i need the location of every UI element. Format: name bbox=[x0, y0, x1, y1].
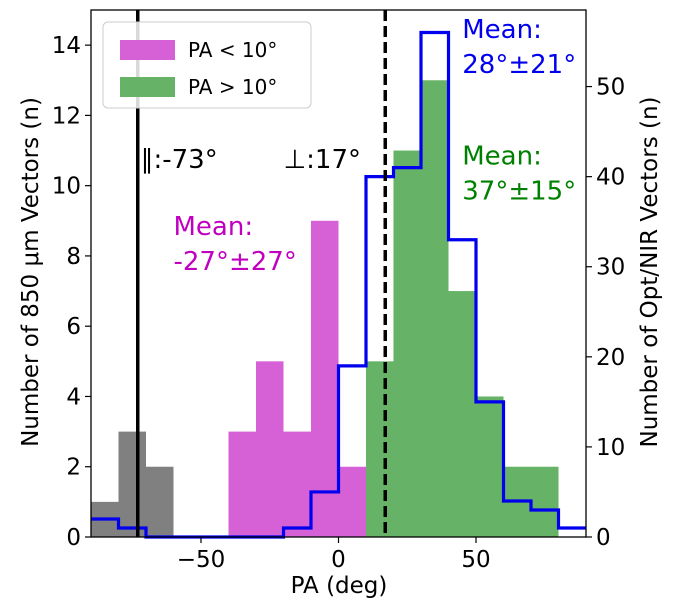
right-y-axis-ticks: 0 10 20 30 40 50 bbox=[586, 75, 625, 551]
bar-s2-1 bbox=[393, 150, 421, 538]
left-y-axis-title: Number of 850 μm Vectors (n) bbox=[18, 97, 44, 447]
bar-s2-2 bbox=[421, 80, 449, 538]
left-y-tick-label: 4 bbox=[66, 384, 81, 410]
left-y-tick-label: 12 bbox=[52, 103, 81, 129]
left-y-tick-label: 2 bbox=[66, 455, 81, 481]
legend-label-1: PA > 10° bbox=[188, 75, 277, 99]
legend-swatch-1 bbox=[120, 77, 175, 97]
right-y-tick-label: 0 bbox=[596, 525, 611, 551]
bar-s2-0 bbox=[366, 361, 394, 537]
bar-s2-3 bbox=[448, 291, 476, 537]
left-y-axis-ticks: 0 2 4 6 8 10 12 14 bbox=[52, 33, 91, 551]
mean-annotation-value-3: 28°±21° bbox=[462, 50, 576, 80]
mean-annotation-label-2: Mean: bbox=[174, 212, 254, 242]
right-y-tick-label: 30 bbox=[596, 255, 625, 281]
bar-s0-1 bbox=[118, 431, 146, 537]
mean-annotation-value-4: 37°±15° bbox=[462, 177, 576, 207]
right-y-tick-label: 40 bbox=[596, 165, 625, 191]
right-y-tick-label: 10 bbox=[596, 435, 625, 461]
annotation-0: ∥:-73° bbox=[141, 145, 218, 175]
bar-s1-4 bbox=[338, 466, 366, 537]
x-tick-label: −50 bbox=[177, 547, 226, 573]
mean-annotation-label-4: Mean: bbox=[462, 142, 542, 172]
right-y-tick-label: 50 bbox=[596, 75, 625, 101]
left-y-tick-label: 8 bbox=[66, 244, 81, 270]
annotation-1: ⊥:17° bbox=[284, 145, 362, 175]
x-axis-ticks: −50 0 50 bbox=[177, 537, 491, 573]
mean-annotation-value-2: -27°±27° bbox=[174, 247, 297, 277]
left-y-tick-label: 14 bbox=[52, 33, 81, 59]
legend-swatch-0 bbox=[120, 40, 175, 60]
right-y-axis-title: Number of Opt/NIR Vectors (n) bbox=[637, 96, 663, 447]
bar-s1-0 bbox=[228, 431, 256, 537]
legend-label-0: PA < 10° bbox=[188, 38, 277, 62]
bar-s1-2 bbox=[283, 431, 311, 537]
mean-annotation-label-3: Mean: bbox=[462, 15, 542, 45]
bar-s2-6 bbox=[531, 466, 559, 537]
left-y-tick-label: 0 bbox=[66, 525, 81, 551]
left-y-tick-label: 10 bbox=[52, 174, 81, 200]
bar-s0-2 bbox=[146, 466, 174, 537]
legend: PA < 10° PA > 10° bbox=[102, 21, 312, 109]
annotations: ∥:-73° ⊥:17° Mean: -27°±27° Mean: 28°±21° Mean… bbox=[141, 15, 577, 277]
bar-s1-3 bbox=[311, 220, 339, 538]
histogram-bars bbox=[91, 80, 559, 538]
bar-s2-4 bbox=[476, 396, 504, 537]
bar-s1-1 bbox=[256, 361, 284, 537]
x-tick-label: 0 bbox=[331, 547, 346, 573]
left-y-tick-label: 6 bbox=[66, 314, 81, 340]
x-axis-title: PA (deg) bbox=[291, 573, 388, 599]
x-tick-label: 50 bbox=[461, 547, 490, 573]
right-y-tick-label: 20 bbox=[596, 345, 625, 371]
